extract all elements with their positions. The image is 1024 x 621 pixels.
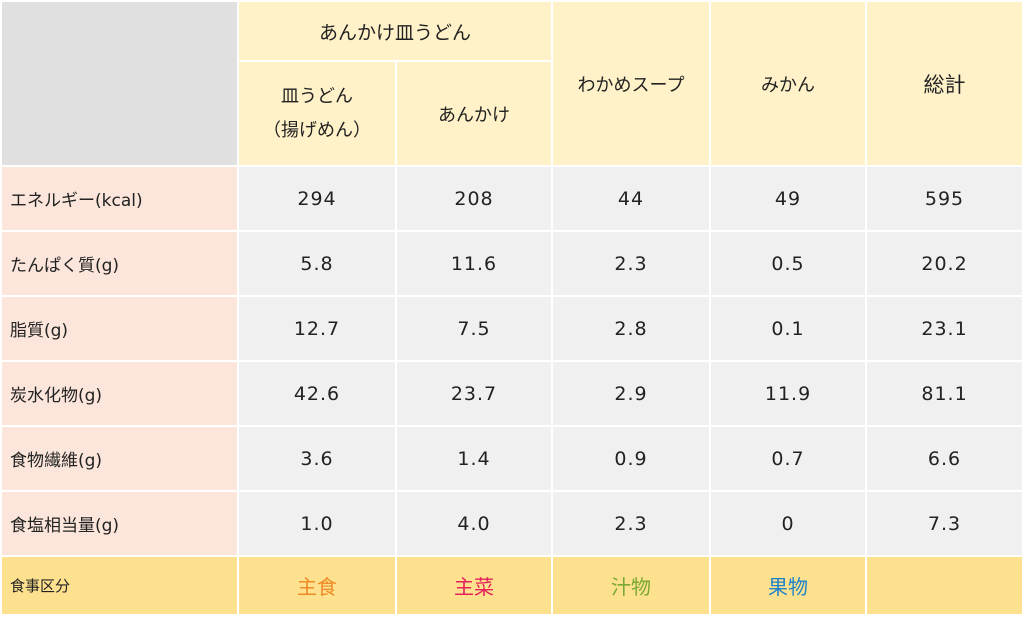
table-cell: 208 [397,167,552,230]
row-label: たんぱく質(g) [2,232,237,295]
meal-category-fruit: 果物 [711,557,866,614]
column-header-noodles: 皿うどん （揚げめん） [239,62,395,165]
table-cell: 2.8 [553,297,710,360]
table-cell: 23.7 [397,362,552,425]
table-row: 食塩相当量(g) 1.0 4.0 2.3 0 7.3 [2,492,1023,555]
column-header-total: 総計 [867,2,1023,165]
column-header-ankake: あんかけ [397,62,552,165]
table-cell: 0.9 [553,427,710,490]
meal-category-empty [867,557,1023,614]
table-cell: 0.7 [711,427,866,490]
table-cell: 4.0 [397,492,552,555]
column-header-mikan: みかん [711,2,866,165]
column-header-soup: わかめスープ [553,2,710,165]
header-row-sub: 皿うどん （揚げめん） あんかけ [2,62,1022,165]
column-header-noodles-line1: 皿うどん [281,85,353,107]
table-cell: 5.8 [239,232,395,295]
table-cell: 42.6 [239,362,395,425]
footer-row: 食事区分 主食 主菜 汁物 果物 [2,557,1023,614]
table-row: エネルギー(kcal) 294 208 44 49 595 [2,167,1023,230]
footer-label: 食事区分 [2,557,237,614]
table-cell: 23.1 [867,297,1023,360]
meal-category-main: 主菜 [397,557,552,614]
meal-category-soup: 汁物 [553,557,710,614]
row-label: 脂質(g) [2,297,237,360]
table-cell: 1.0 [239,492,395,555]
table-cell: 0 [711,492,866,555]
table-row: 炭水化物(g) 42.6 23.7 2.9 11.9 81.1 [2,362,1023,425]
row-label: 炭水化物(g) [2,362,237,425]
table-cell: 2.3 [553,232,710,295]
table-cell: 11.9 [711,362,866,425]
group-header: あんかけ皿うどん [239,2,552,60]
table-cell: 2.3 [553,492,710,555]
row-label: 食物繊維(g) [2,427,237,490]
table-cell: 0.1 [711,297,866,360]
table-row: 脂質(g) 12.7 7.5 2.8 0.1 23.1 [2,297,1023,360]
table-cell: 0.5 [711,232,866,295]
table-cell: 7.5 [397,297,552,360]
table-cell: 2.9 [553,362,710,425]
table-cell: 6.6 [867,427,1023,490]
table-cell: 294 [239,167,395,230]
column-header-noodles-line2: （揚げめん） [263,119,371,141]
table-cell: 81.1 [867,362,1023,425]
table-cell: 20.2 [867,232,1023,295]
table-cell: 11.6 [397,232,552,295]
meal-category-staple: 主食 [239,557,395,614]
table-cell: 595 [867,167,1023,230]
header-row-top: あんかけ皿うどん わかめスープ みかん 総計 [2,2,1023,165]
table-cell: 3.6 [239,427,395,490]
row-label: 食塩相当量(g) [2,492,237,555]
corner-cell [2,2,237,165]
table-cell: 44 [553,167,710,230]
table-row: 食物繊維(g) 3.6 1.4 0.9 0.7 6.6 [2,427,1023,490]
table-row: たんぱく質(g) 5.8 11.6 2.3 0.5 20.2 [2,232,1023,295]
row-label: エネルギー(kcal) [2,167,237,230]
table-cell: 1.4 [397,427,552,490]
table-cell: 12.7 [239,297,395,360]
table-cell: 49 [711,167,866,230]
table-cell: 7.3 [867,492,1023,555]
